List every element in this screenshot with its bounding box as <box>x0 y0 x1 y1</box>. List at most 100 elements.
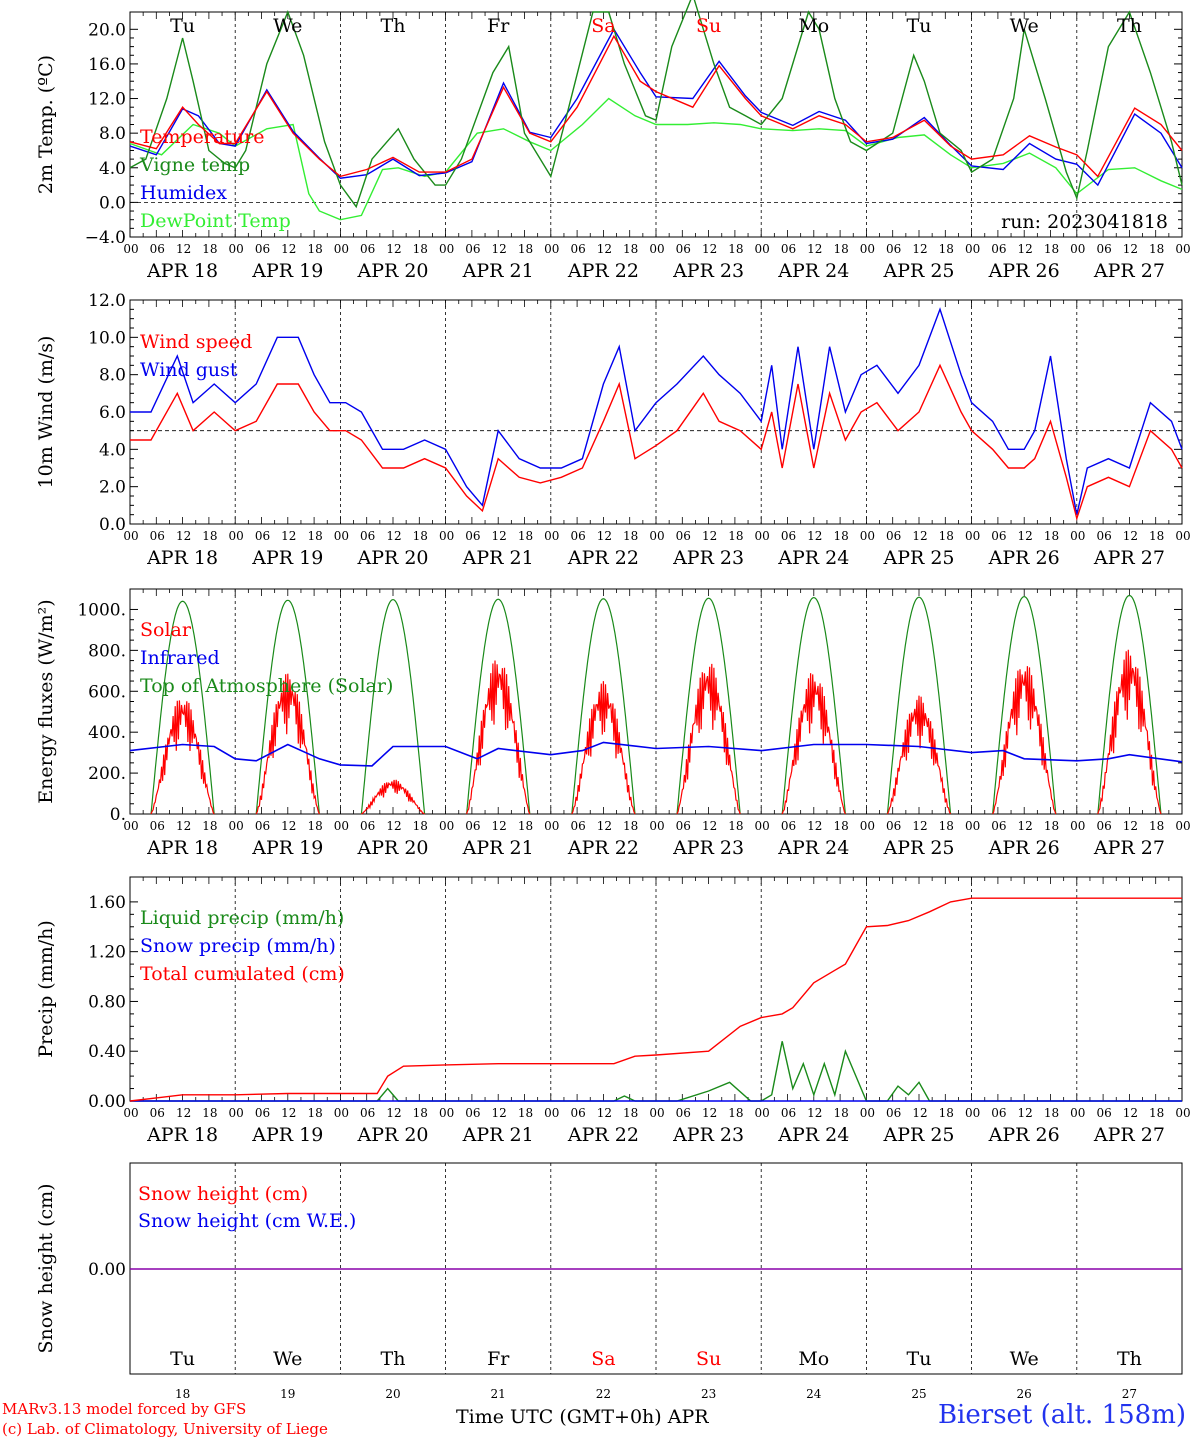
hour-tick-label: 18 <box>413 819 428 833</box>
hour-tick-label: 06 <box>1096 1106 1111 1120</box>
hour-tick-label: 18 <box>1149 242 1164 256</box>
day-number-label: 23 <box>701 1387 716 1401</box>
hour-tick-label: 12 <box>176 529 191 543</box>
hour-tick-label: 12 <box>176 242 191 256</box>
hour-tick-label: 12 <box>1018 529 1033 543</box>
hour-tick-label: 06 <box>676 819 691 833</box>
hour-tick-label: 06 <box>150 242 165 256</box>
weekday-label: Mo <box>798 15 829 37</box>
hour-tick-label: 12 <box>912 242 927 256</box>
date-label: APR 24 <box>777 260 849 282</box>
y-axis-label: 10m Wind (m/s) <box>35 336 57 489</box>
hour-tick-label: 06 <box>570 1106 585 1120</box>
y-tick-label: 12.0 <box>88 90 126 110</box>
hour-tick-label: 18 <box>1044 1106 1059 1120</box>
legend-entry: Total cumulated (cm) <box>140 963 345 985</box>
hour-tick-label: 00 <box>649 242 664 256</box>
y-tick-label: 6.0 <box>99 403 126 423</box>
hour-tick-label: 00 <box>123 819 138 833</box>
y-tick-label: 8.0 <box>99 124 126 144</box>
series-line-toa-solar <box>1097 594 1162 815</box>
y-tick-label: 0. <box>110 805 126 825</box>
hour-tick-label: 12 <box>386 1106 401 1120</box>
series-line-toa-solar <box>571 598 636 815</box>
weekday-label: We <box>273 1348 302 1370</box>
hour-tick-label: 18 <box>202 529 217 543</box>
hour-tick-label: 12 <box>702 819 717 833</box>
hour-tick-label: 06 <box>781 242 796 256</box>
y-tick-label: 10.0 <box>88 328 126 348</box>
date-label: APR 18 <box>146 260 218 282</box>
series-line-solar <box>781 673 846 815</box>
hour-tick-label: 12 <box>386 819 401 833</box>
hour-tick-label: 18 <box>1149 529 1164 543</box>
series-line-toa-solar <box>360 598 426 815</box>
hour-tick-label: 18 <box>1149 819 1164 833</box>
date-label: APR 22 <box>567 1124 639 1146</box>
series-line-solar <box>1097 649 1162 815</box>
y-tick-label: 0.00 <box>88 1260 126 1280</box>
series-line-infrared <box>129 741 1183 767</box>
hour-tick-label: 12 <box>281 819 296 833</box>
series-line-toa-solar <box>150 600 215 815</box>
hour-tick-label: 18 <box>307 242 322 256</box>
hour-tick-label: 12 <box>702 1106 717 1120</box>
date-label: APR 26 <box>988 1124 1060 1146</box>
date-label: APR 24 <box>777 1124 849 1146</box>
date-label: APR 27 <box>1093 547 1165 569</box>
hour-tick-label: 18 <box>1044 529 1059 543</box>
hour-tick-label: 12 <box>386 242 401 256</box>
series-line-wind-gust <box>130 307 1183 515</box>
hour-tick-label: 00 <box>229 529 244 543</box>
y-tick-label: 8.0 <box>99 366 126 386</box>
hour-tick-label: 06 <box>255 819 270 833</box>
y-axis-label: Snow height (cm) <box>35 1183 57 1353</box>
y-tick-label: 600. <box>88 682 126 702</box>
hour-tick-label: 18 <box>939 819 954 833</box>
y-tick-label: 1.20 <box>88 943 126 963</box>
hour-tick-label: 00 <box>123 1106 138 1120</box>
date-label: APR 24 <box>777 547 849 569</box>
legend-entry: Temperature <box>140 126 264 148</box>
series-line-toa-solar <box>992 595 1057 815</box>
weekday-label: Sa <box>591 1348 615 1370</box>
hour-tick-label: 00 <box>755 1106 770 1120</box>
hour-tick-label: 18 <box>728 819 743 833</box>
date-label: APR 18 <box>146 547 218 569</box>
hour-tick-label: 06 <box>570 529 585 543</box>
hour-tick-label: 00 <box>1070 242 1085 256</box>
hour-tick-label: 18 <box>413 529 428 543</box>
series-line-total-cumulated-cm <box>129 897 1182 1102</box>
hour-tick-label: 18 <box>833 819 848 833</box>
hour-tick-label: 06 <box>255 242 270 256</box>
hour-tick-label: 00 <box>544 242 559 256</box>
hour-tick-label: 18 <box>833 1106 848 1120</box>
hour-tick-label: 18 <box>413 242 428 256</box>
hour-tick-label: 12 <box>912 1106 927 1120</box>
panel-frame <box>129 299 1183 525</box>
date-label: APR 21 <box>462 1124 534 1146</box>
hour-tick-label: 00 <box>965 529 980 543</box>
date-label: APR 26 <box>988 260 1060 282</box>
weekday-label: Sa <box>591 15 615 37</box>
series-line-solar <box>676 663 741 815</box>
hour-tick-label: 12 <box>1123 529 1138 543</box>
hour-tick-label: 00 <box>649 1106 664 1120</box>
hour-tick-label: 18 <box>728 1106 743 1120</box>
weekday-label: Su <box>696 15 721 37</box>
hour-tick-label: 06 <box>991 242 1006 256</box>
hour-tick-label: 00 <box>439 819 454 833</box>
hour-tick-label: 12 <box>1018 819 1033 833</box>
hour-tick-label: 12 <box>597 819 612 833</box>
series-line-solar <box>571 681 636 815</box>
hour-tick-label: 12 <box>386 529 401 543</box>
hour-tick-label: 18 <box>623 1106 638 1120</box>
hour-tick-label: 06 <box>150 1106 165 1120</box>
hour-tick-label: 18 <box>202 242 217 256</box>
series-line-vigne-temp <box>129 0 1183 209</box>
date-label: APR 23 <box>672 260 744 282</box>
hour-tick-label: 12 <box>1123 819 1138 833</box>
hour-tick-label: 18 <box>939 242 954 256</box>
hour-tick-label: 00 <box>229 1106 244 1120</box>
